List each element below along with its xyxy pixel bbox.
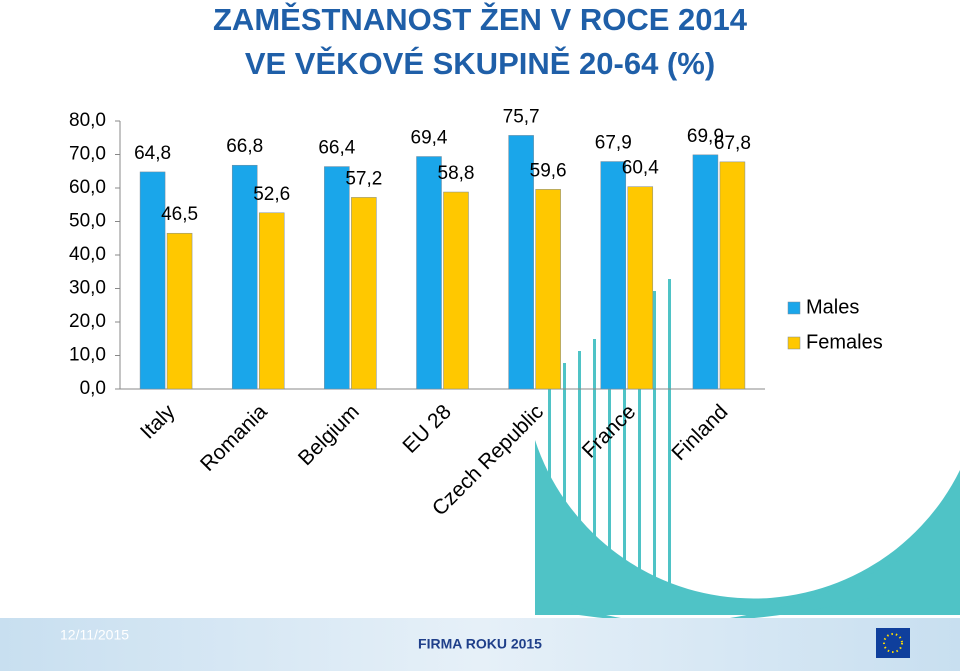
- x-tick-label: Romania: [196, 400, 272, 476]
- value-label: 66,4: [318, 138, 355, 159]
- footer-date: 12/11/2015: [60, 627, 129, 643]
- bar: [166, 232, 193, 390]
- chart-title: VE VĚKOVÉ SKUPINĚ 20-64 (%): [245, 45, 715, 81]
- y-tick-label: 0,0: [80, 378, 106, 399]
- bar: [231, 164, 258, 390]
- bar: [535, 189, 561, 390]
- stripe: [578, 351, 581, 615]
- value-label: 60,4: [622, 158, 659, 179]
- value-label: 69,4: [411, 128, 448, 149]
- bar: [627, 186, 654, 390]
- value-label: 59,6: [530, 160, 567, 181]
- bar: [351, 197, 377, 390]
- value-label: 52,6: [253, 184, 290, 205]
- y-tick-label: 40,0: [69, 244, 106, 265]
- legend-swatch: [787, 301, 801, 315]
- value-label: 75,7: [503, 106, 540, 127]
- x-tick-label: Italy: [136, 400, 180, 444]
- bar: [139, 171, 166, 390]
- legend-swatch: [787, 336, 801, 350]
- bar: [719, 161, 746, 390]
- stripe: [608, 327, 611, 615]
- footer-event: FIRMA ROKU 2015: [418, 636, 542, 652]
- value-label: 46,5: [161, 204, 198, 225]
- value-label: 57,2: [345, 168, 382, 189]
- stripe: [593, 339, 596, 615]
- y-tick-label: 50,0: [69, 211, 106, 232]
- stripe: [623, 315, 626, 615]
- y-tick-label: 10,0: [69, 345, 106, 366]
- y-tick-label: 80,0: [69, 110, 106, 131]
- x-tick-label: Belgium: [294, 400, 364, 470]
- bar: [508, 135, 534, 390]
- y-tick-label: 30,0: [69, 278, 106, 299]
- eu-flag: [876, 628, 910, 658]
- chart-title: ZAMĚSTNANOST ŽEN V ROCE 2014: [213, 1, 748, 37]
- value-label: 58,8: [438, 163, 475, 184]
- stripe: [563, 363, 566, 615]
- value-label: 67,8: [714, 133, 751, 154]
- value-label: 67,9: [595, 133, 632, 154]
- bar: [324, 166, 350, 390]
- x-tick-label: EU 28: [398, 400, 456, 458]
- y-tick-label: 70,0: [69, 144, 106, 165]
- bar: [443, 191, 469, 390]
- bar: [258, 212, 285, 390]
- value-label: 64,8: [134, 143, 171, 164]
- y-tick-label: 20,0: [69, 311, 106, 332]
- footer-bar: [0, 618, 960, 671]
- stripe: [653, 291, 656, 615]
- legend-label: Males: [806, 296, 859, 318]
- stripe: [548, 375, 551, 615]
- y-tick-label: 60,0: [69, 177, 106, 198]
- stripe: [668, 279, 671, 615]
- legend-label: Females: [806, 331, 883, 353]
- bar: [416, 156, 442, 390]
- value-label: 66,8: [226, 136, 263, 157]
- value-label: 69,9: [687, 126, 724, 147]
- bar: [692, 154, 719, 390]
- bar: [600, 161, 627, 390]
- stripe: [638, 303, 641, 615]
